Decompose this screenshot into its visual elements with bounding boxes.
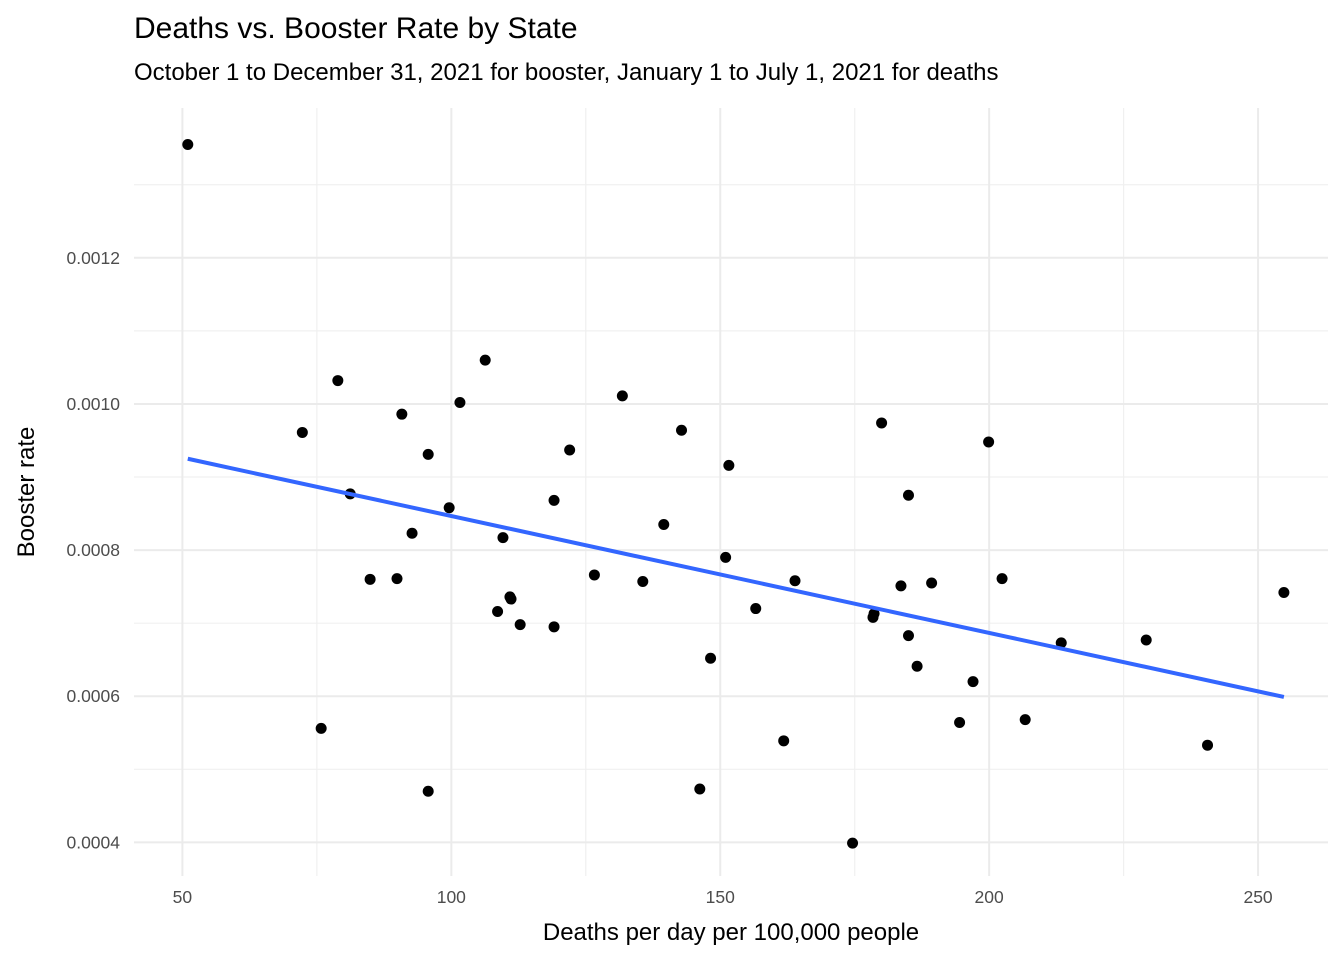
data-point [616,390,628,402]
data-point [1278,586,1290,598]
y-tick-label: 0.0012 [66,248,120,268]
data-point [443,502,455,514]
data-point [422,785,434,797]
x-tick-label: 250 [1243,887,1272,907]
y-tick-label: 0.0008 [66,540,120,560]
y-axis-title: Booster rate [13,427,40,558]
data-point [967,676,979,688]
data-point [720,551,732,563]
data-point [868,608,880,620]
data-point [296,426,308,438]
data-point [847,837,859,849]
x-tick-label: 200 [975,887,1004,907]
data-point [983,436,995,448]
data-point [902,489,914,501]
data-point [422,448,434,460]
data-point [926,577,938,589]
data-point [750,603,762,615]
data-point [479,354,491,366]
data-point [723,459,735,471]
data-point [694,783,706,795]
y-tick-label: 0.0006 [66,686,120,706]
data-points [182,139,1290,849]
data-point [514,619,526,631]
data-point [954,717,966,729]
data-point [548,494,560,506]
x-tick-label: 100 [437,887,466,907]
x-axis-title: Deaths per day per 100,000 people [543,919,919,946]
major-gridlines [134,108,1328,876]
data-point [676,424,688,436]
data-point [1019,714,1031,726]
data-point [911,660,923,672]
data-point [497,532,509,544]
data-point [406,527,418,539]
data-point [637,576,649,588]
data-point [454,396,466,408]
data-point [658,519,670,531]
minor-gridlines [134,108,1328,876]
x-tick-label: 50 [173,887,193,907]
y-tick-label: 0.0004 [66,832,120,852]
data-point [315,722,327,734]
data-point [902,630,914,642]
data-point [182,139,194,151]
data-point [391,573,403,585]
data-point [1140,634,1152,646]
data-point [996,573,1008,585]
data-point [789,575,801,587]
x-axis-ticks: 50 100 150 200 250 [173,887,1273,907]
chart-title: Deaths vs. Booster Rate by State [134,12,578,45]
data-point [895,580,907,592]
data-point [396,408,408,420]
data-point [564,444,576,456]
trend-line [187,456,1285,699]
data-point [1202,739,1214,751]
chart-subtitle: October 1 to December 31, 2021 for boost… [134,59,999,86]
y-axis-ticks: 0.0004 0.0006 0.0008 0.0010 0.0012 [66,248,120,853]
data-point [364,573,376,585]
data-point [332,375,344,387]
x-tick-label: 150 [706,887,735,907]
data-point [548,621,560,633]
data-point [1055,637,1067,649]
data-point [705,652,717,664]
data-point [588,569,600,581]
data-point [876,417,888,429]
y-tick-label: 0.0010 [66,394,120,414]
data-point [492,605,504,617]
trend-line-group [187,456,1285,699]
data-point [505,593,517,605]
data-point [778,735,790,747]
